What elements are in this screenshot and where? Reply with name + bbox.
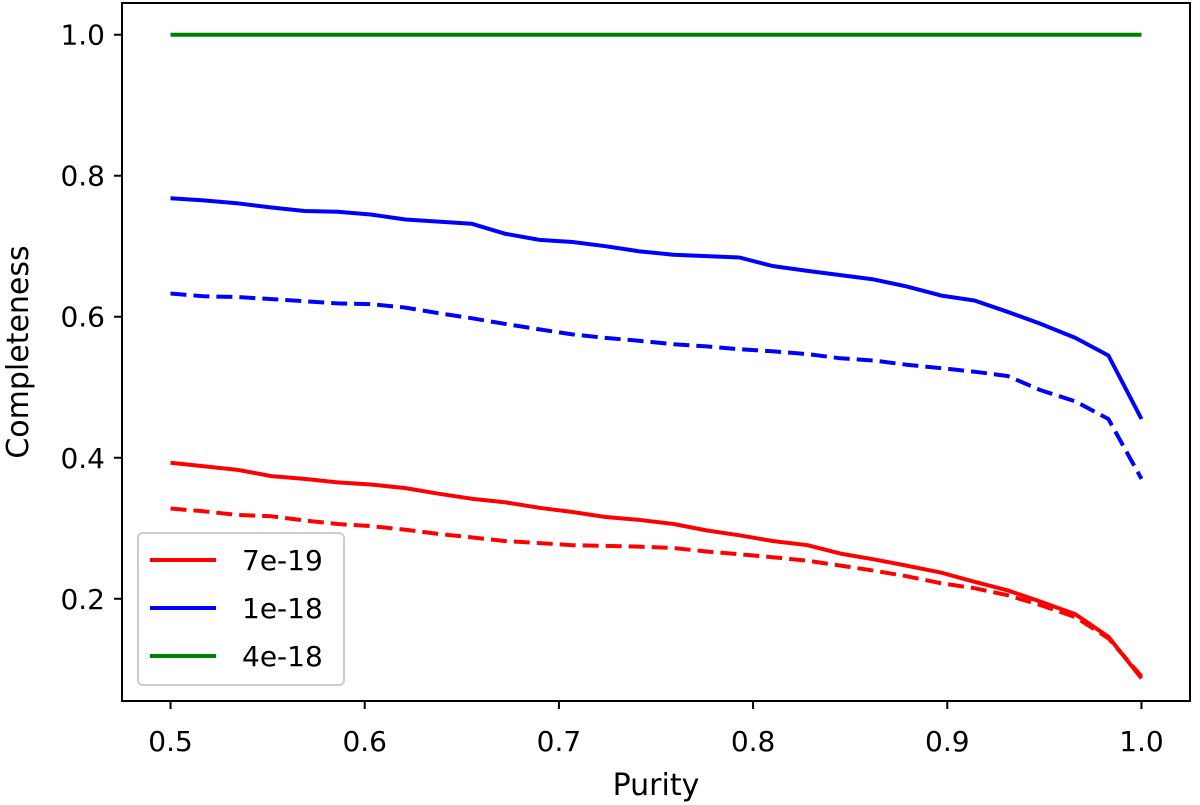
- x-tick-label: 0.9: [925, 725, 970, 758]
- y-tick-label: 0.2: [60, 583, 105, 616]
- y-tick-label: 0.6: [60, 301, 105, 334]
- y-tick-label: 0.4: [60, 442, 105, 475]
- series-line-1: [170, 506, 1144, 678]
- series-layer: [170, 32, 1144, 680]
- legend-box: [137, 532, 345, 686]
- legend-label: 4e-18: [242, 640, 323, 673]
- x-tick-label: 1.0: [1119, 725, 1164, 758]
- series-line-0: [170, 460, 1144, 680]
- series-line-2: [170, 196, 1144, 420]
- y-axis-label: Completeness: [1, 245, 36, 458]
- x-tick-label: 0.5: [148, 725, 193, 758]
- x-tick-label: 0.8: [731, 725, 776, 758]
- series-line-3: [170, 291, 1144, 480]
- legend-label: 7e-19: [242, 544, 323, 577]
- legend-label: 1e-18: [242, 592, 323, 625]
- x-tick-label: 0.7: [537, 725, 582, 758]
- x-axis-ticks: 0.5 0.6 0.7 0.8 0.9 1.0: [148, 701, 1164, 758]
- x-tick-label: 0.6: [342, 725, 387, 758]
- y-tick-label: 0.8: [60, 160, 105, 193]
- plot-frame: [121, 2, 1191, 702]
- y-tick-label: 1.0: [60, 19, 105, 52]
- legend: 7e-19 1e-18 4e-18: [137, 532, 345, 686]
- x-axis-label: Purity: [613, 768, 700, 803]
- y-axis-ticks: 0.2 0.4 0.6 0.8 1.0: [60, 19, 122, 616]
